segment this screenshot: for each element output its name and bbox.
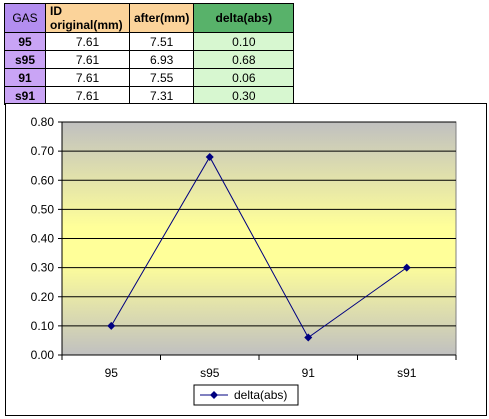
legend[interactable]: delta(abs) (193, 384, 299, 406)
cell-after[interactable]: 7.51 (128, 32, 195, 51)
data-point-marker[interactable] (304, 333, 313, 342)
y-tick-label: 0.30 (31, 261, 55, 275)
data-point-marker[interactable] (107, 321, 116, 330)
legend-diamond-icon (210, 391, 218, 399)
header-id-original[interactable]: ID original(mm) (45, 3, 130, 33)
header-delta[interactable]: delta(abs) (193, 3, 295, 33)
y-tick-label: 0.00 (31, 348, 55, 362)
cell-delta[interactable]: 0.68 (193, 50, 295, 69)
y-tick-label: 0.80 (31, 115, 55, 129)
table-row: s91 7.61 7.31 0.30 (4, 86, 295, 105)
x-tick-label: s95 (200, 366, 220, 380)
cell-original[interactable]: 7.61 (45, 68, 130, 87)
data-point-marker[interactable] (205, 152, 214, 161)
legend-box (193, 384, 299, 406)
table-row: 95 7.61 7.51 0.10 (4, 32, 295, 51)
table-header-row: GAS ID original(mm) after(mm) delta(abs) (4, 3, 295, 33)
y-tick-label: 0.20 (31, 290, 55, 304)
y-tick-label: 0.40 (31, 232, 55, 246)
table-row: s95 7.61 6.93 0.68 (4, 50, 295, 69)
x-tick-label: 95 (105, 366, 119, 380)
x-tick-label: 91 (302, 366, 316, 380)
line-chart: 0.00 0.10 0.20 0.30 0.40 0.50 0.60 0.70 0.80 95 s9… (31, 115, 457, 406)
table-row: 91 7.61 7.55 0.06 (4, 68, 295, 87)
cell-after[interactable]: 7.31 (128, 86, 195, 105)
cell-gas[interactable]: 95 (4, 32, 46, 51)
cell-gas[interactable]: 91 (4, 68, 46, 87)
header-after[interactable]: after(mm) (128, 3, 195, 33)
data-point-marker[interactable] (402, 263, 411, 272)
cell-delta[interactable]: 0.10 (193, 32, 295, 51)
cell-original[interactable]: 7.61 (45, 86, 130, 105)
y-tick-label: 0.50 (31, 202, 55, 216)
header-gas[interactable]: GAS (4, 3, 46, 33)
chart-area[interactable]: 0.00 0.10 0.20 0.30 0.40 0.50 0.60 0.70 0.80 95 s9… (5, 103, 487, 416)
cell-original[interactable]: 7.61 (45, 50, 130, 69)
cell-gas[interactable]: s95 (4, 50, 46, 69)
cell-after[interactable]: 6.93 (128, 50, 195, 69)
cell-gas[interactable]: s91 (4, 86, 46, 105)
y-tick-label: 0.60 (31, 173, 55, 187)
x-tick-label: s91 (397, 366, 417, 380)
cell-delta[interactable]: 0.06 (193, 68, 295, 87)
series-line[interactable] (110, 155, 408, 339)
y-tick-label: 0.70 (31, 144, 55, 158)
data-table: GAS ID original(mm) after(mm) delta(abs)… (4, 3, 295, 105)
cell-after[interactable]: 7.55 (128, 68, 195, 87)
cell-original[interactable]: 7.61 (45, 32, 130, 51)
y-tick-label: 0.10 (31, 319, 55, 333)
legend-label: delta(abs) (234, 388, 287, 402)
cell-delta[interactable]: 0.30 (193, 86, 295, 105)
